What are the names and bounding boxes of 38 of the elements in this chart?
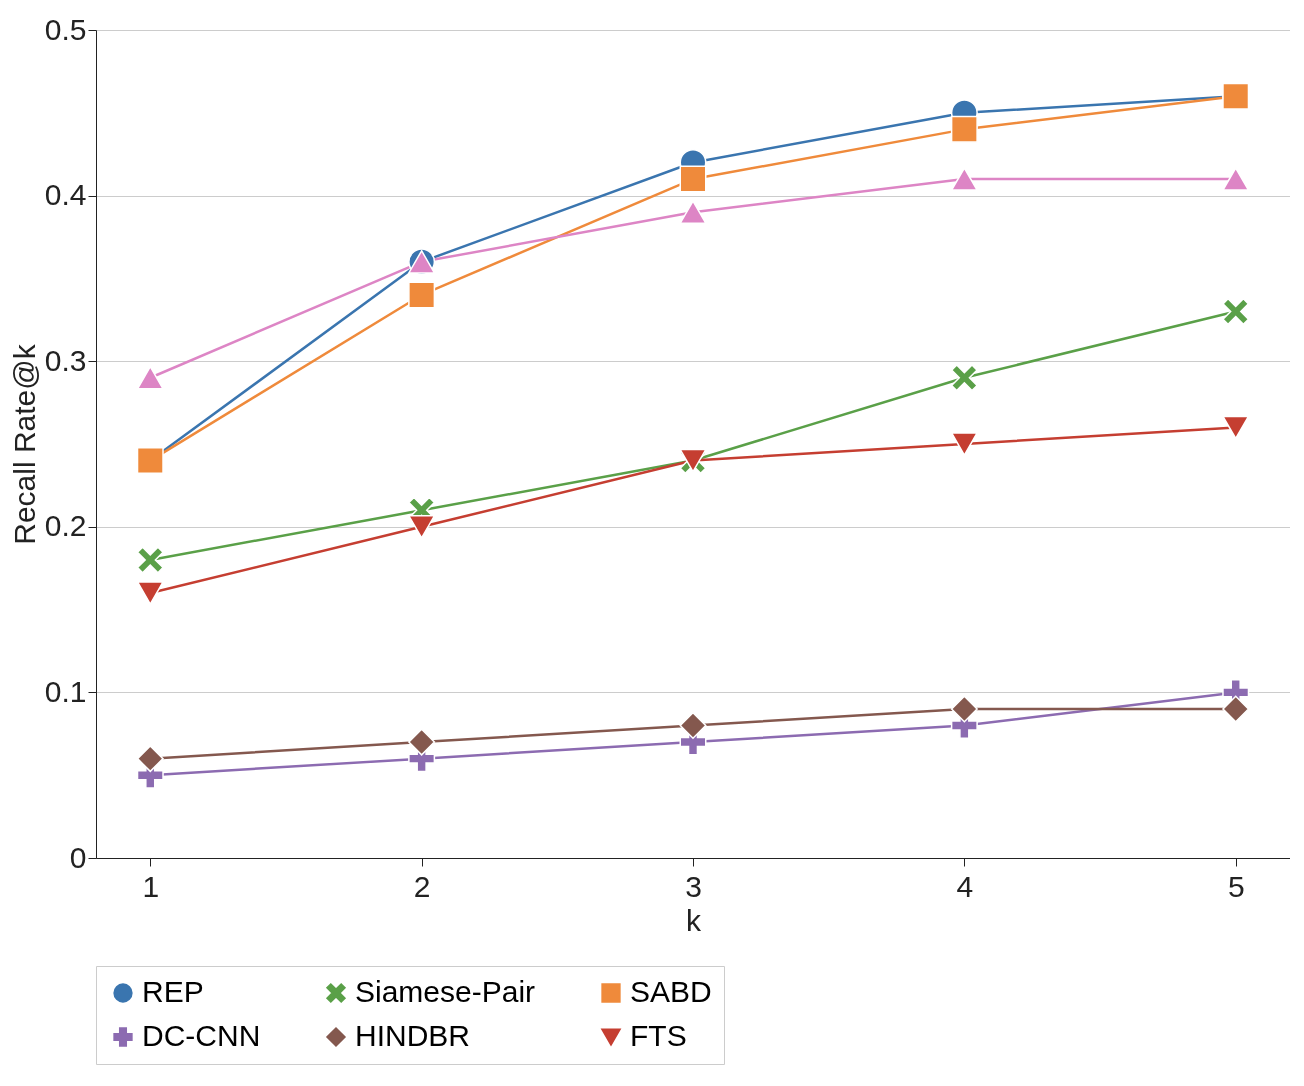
y-tick-label: 0.2 [44,509,87,543]
point [408,515,436,539]
y-tick-label: 0 [69,840,87,874]
point [950,167,978,191]
x-tick-label: 1 [142,869,160,903]
point [950,364,978,392]
x-tick-label: 3 [685,869,702,903]
point [136,546,164,574]
point [1222,695,1250,723]
point [950,115,978,143]
y-tick-label: 0.3 [44,343,87,377]
point [136,365,164,390]
point [950,432,978,456]
y-tick-label: 0.1 [44,674,87,708]
point [679,165,707,193]
legend-label: Siamese-Pair [355,975,536,1008]
point [679,200,707,224]
x-tick-label: 2 [413,869,431,903]
legend-label: SABD [630,975,712,1008]
point [136,581,164,605]
point [408,728,436,756]
point [408,281,436,309]
x-axis-title: k [686,903,702,937]
legend-label: DC-CNN [142,1019,261,1052]
legend-label: REP [142,975,204,1008]
y-tick-label: 0.4 [44,178,87,212]
point [1222,298,1250,326]
y-axis-title: Recall Rate@k [7,343,41,545]
x-tick-label: 5 [1227,869,1245,903]
x-tick-label: 4 [956,869,974,903]
point [136,745,164,773]
point [1222,415,1250,440]
y-tick-label: 0.5 [44,12,87,46]
legend-label: HINDBR [355,1019,471,1052]
point [950,695,978,723]
legend-label: FTS [630,1019,687,1052]
point [1222,167,1250,191]
point [679,712,707,740]
